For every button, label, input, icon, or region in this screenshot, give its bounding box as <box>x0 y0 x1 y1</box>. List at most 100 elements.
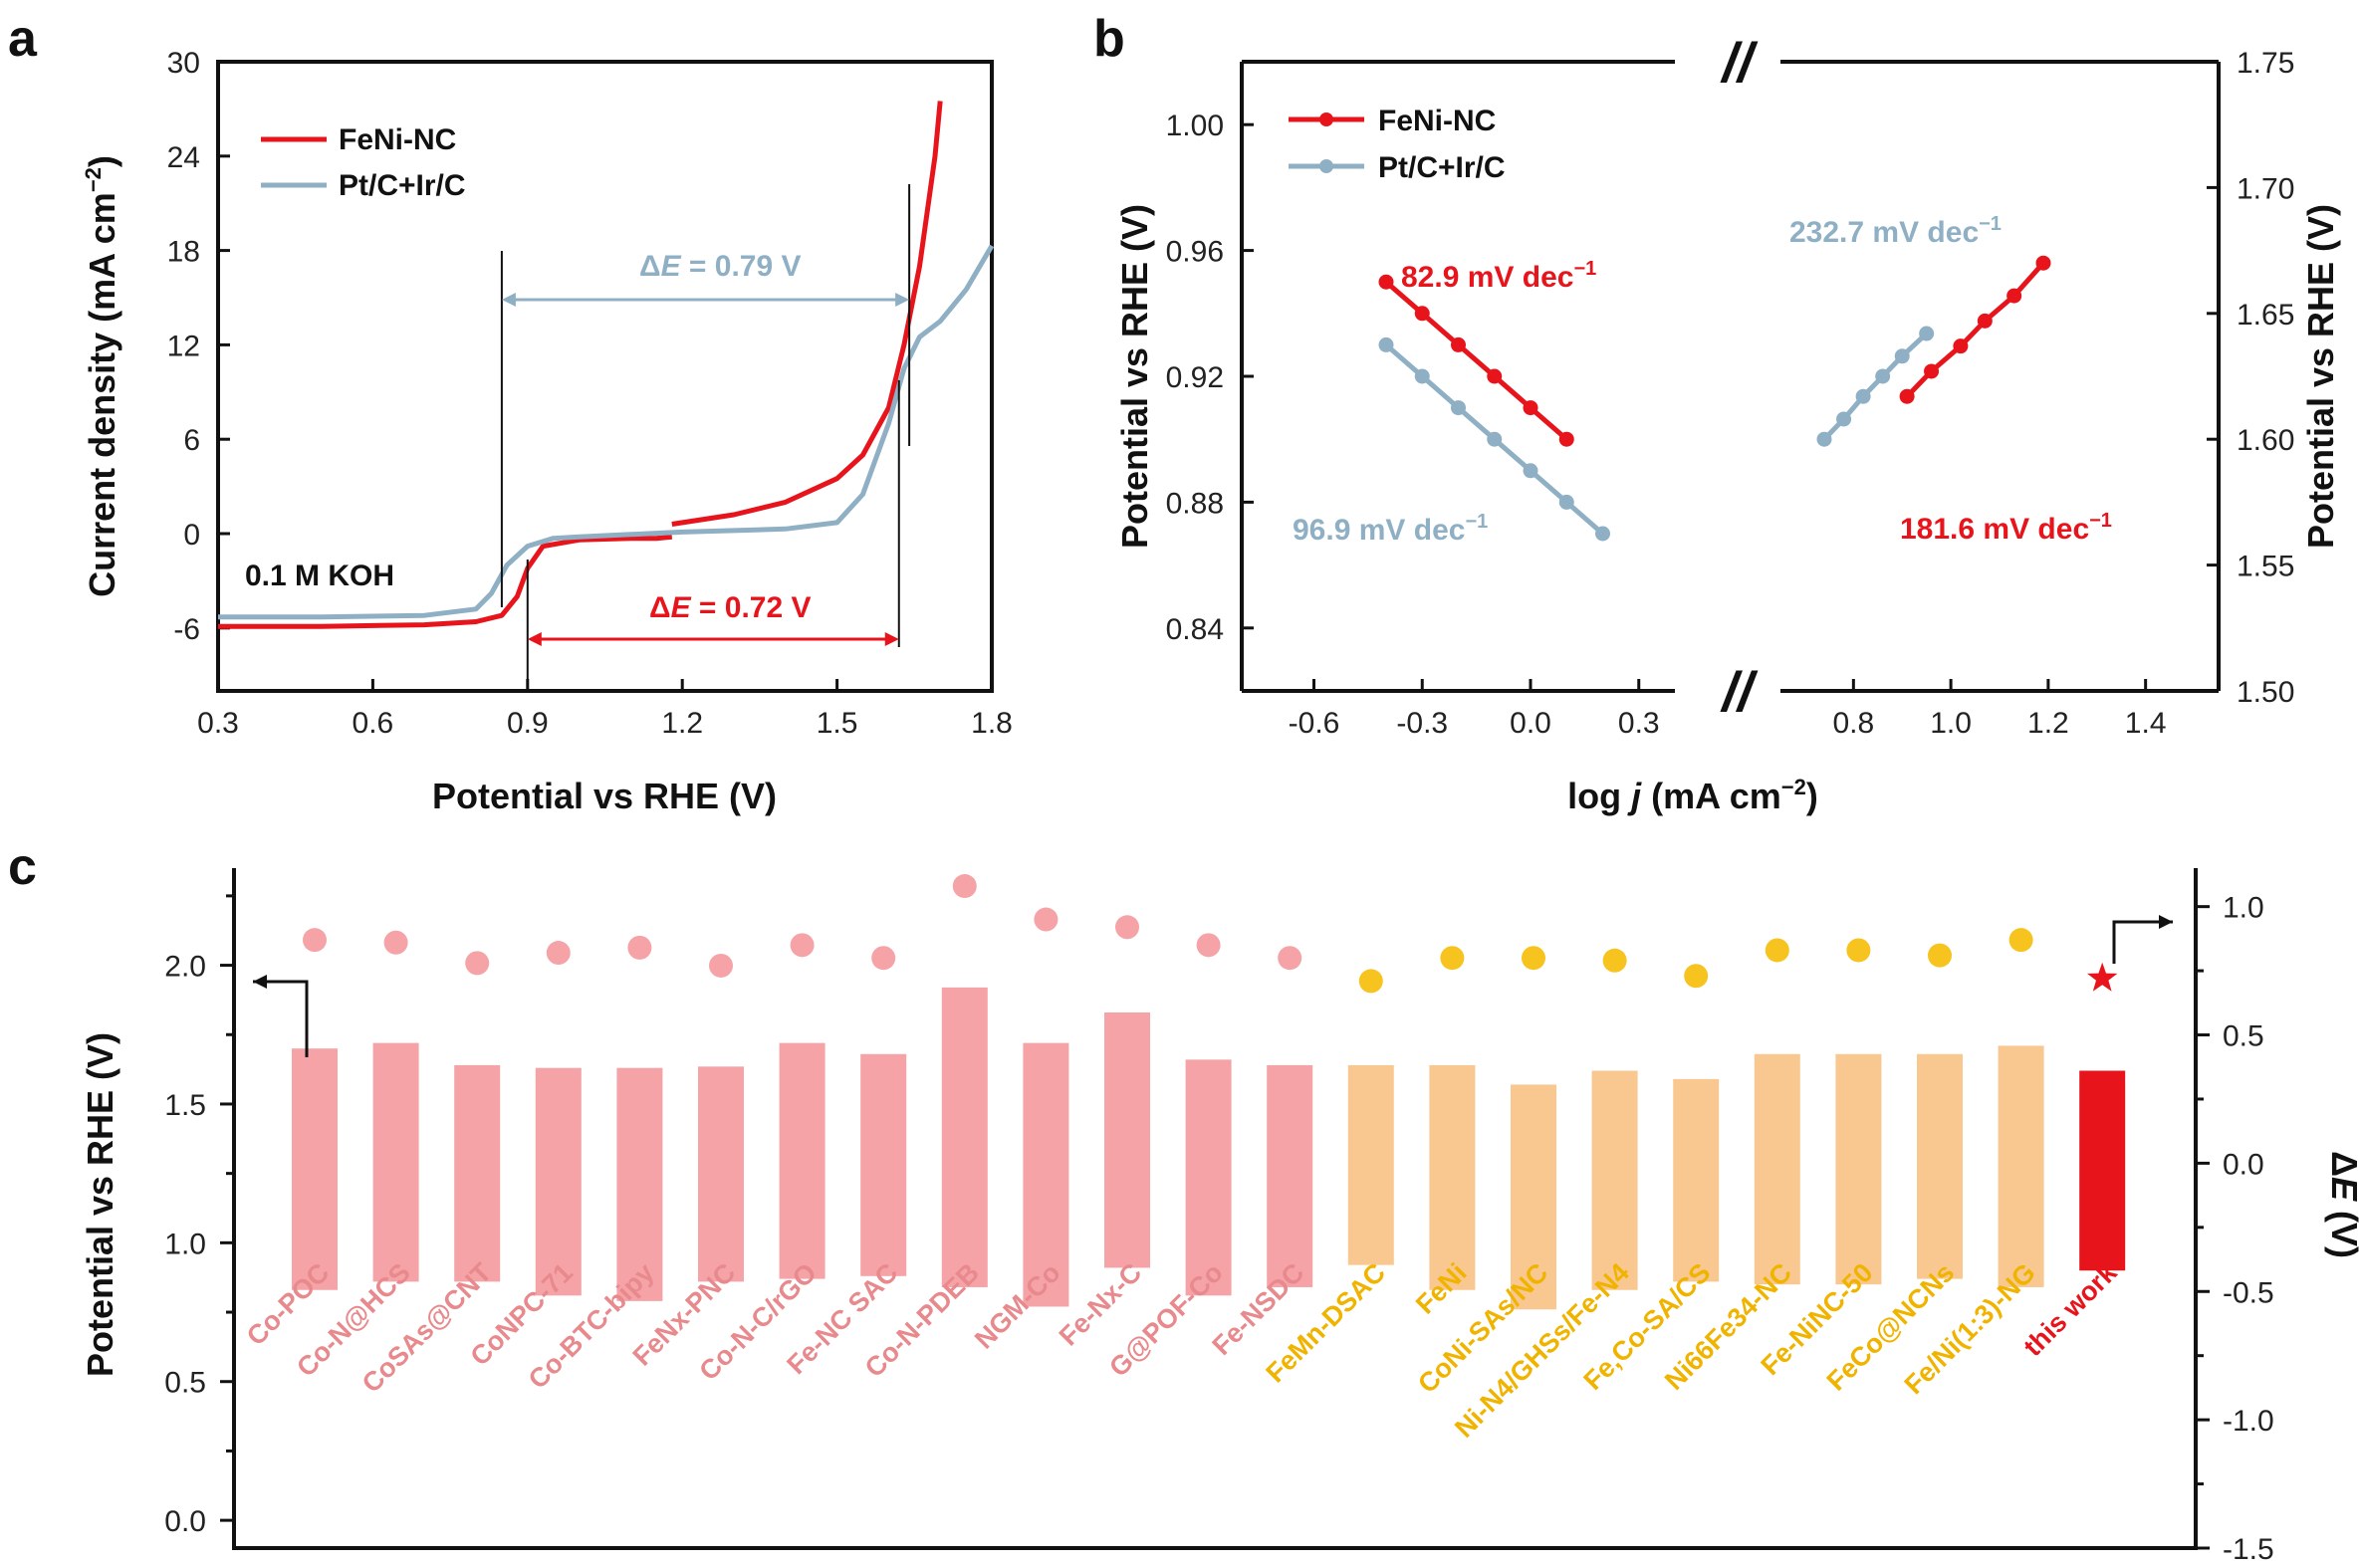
delta-e-point-NGM-Co <box>1034 907 1059 932</box>
panel-a-label: a <box>8 10 38 68</box>
panel-a-frame <box>216 60 994 693</box>
tafel-point-FeNi-NC <box>1924 363 1940 379</box>
delta-e-point-Fe-Nx-C <box>1115 915 1139 940</box>
tafel-point-Pt/C+Ir/C <box>1414 368 1430 384</box>
panel-a-ticks: 0.3 0.6 0.9 1.2 1.5 1.8 -6 0 6 12 18 24 30 <box>167 47 1013 740</box>
tafel-point-FeNi-NC <box>1953 338 1969 354</box>
curve-FeNi-NC <box>671 101 943 527</box>
c-y2-tick-label: -1.5 <box>2223 1533 2274 1566</box>
delta-e-top-label: ΔE = 0.79 V <box>639 250 802 283</box>
delta-arrowhead-bottom-left <box>527 632 542 646</box>
panel-c-category-labels: Co-POCCo-N@HCSCoSAs@CNTCoNPC-71Co-BTC-bi… <box>241 1256 2123 1443</box>
delta-e-point-FeNi <box>1440 946 1465 971</box>
delta-e-point-FeCo@NCNs <box>1928 943 1952 968</box>
delta-e-point-Ni-N4/GHSs/Fe-N4 <box>1602 948 1627 973</box>
delta-e-point-Fe-NiNC-50 <box>1846 938 1871 963</box>
panel-b-ylabel-right: Potential vs RHE (V) <box>2300 204 2341 549</box>
y-tick-label: 12 <box>167 330 200 362</box>
legend-label-ptc: Pt/C+Ir/C <box>339 169 466 202</box>
c-y-tick-label: 1.5 <box>164 1089 206 1122</box>
bar-FeNx-PNC <box>698 1066 744 1282</box>
c-y2-tick-label: -1.0 <box>2223 1405 2274 1438</box>
panel-b-xlabel: log j (mA cm−2) <box>1567 775 1818 816</box>
left-axis-arrowhead <box>253 975 267 989</box>
b-x-tick-label: -0.3 <box>1396 707 1448 740</box>
panel-b-ylabel-left: Potential vs RHE (V) <box>1114 204 1155 549</box>
panel-a-curves <box>218 101 995 629</box>
b-x-tick-label: 0.8 <box>1832 707 1874 740</box>
b-legend-marker-fenink <box>1319 112 1333 126</box>
tafel-point-Pt/C+Ir/C <box>1894 348 1910 364</box>
bar-Fe-NSDC <box>1267 1064 1313 1287</box>
delta-e-point-CoNPC-71 <box>546 941 571 966</box>
bar-FeCo@NCNs <box>1917 1053 1963 1279</box>
b-y-tick-label: 1.00 <box>1166 110 1224 142</box>
panel-c-label: c <box>8 838 37 896</box>
bar-CoNi-SAs/NC <box>1511 1084 1556 1310</box>
slope-orr-fenink: 82.9 mV dec−1 <box>1401 258 1596 294</box>
b-y2-tick-label: 1.75 <box>2237 47 2294 80</box>
tafel-point-Pt/C+Ir/C <box>1855 388 1871 404</box>
delta-e-bottom-label: ΔE = 0.72 V <box>649 591 812 624</box>
bar-Fe-NC SAC <box>860 1053 907 1276</box>
c-y-tick-label: 1.0 <box>164 1228 206 1260</box>
b-x-tick-label: -0.6 <box>1289 707 1340 740</box>
tafel-point-Pt/C+Ir/C <box>1595 526 1610 542</box>
tafel-point-Pt/C+Ir/C <box>1558 494 1574 510</box>
delta-e-point-Fe,Co-SA/CS <box>1684 964 1709 989</box>
bar-G@POF-Co <box>1185 1059 1232 1296</box>
b-y2-tick-label: 1.70 <box>2237 172 2294 205</box>
delta-arrowhead-top-right <box>895 293 910 307</box>
delta-e-point-CoSAs@CNT <box>465 951 490 976</box>
right-axis-arrowhead <box>2159 915 2173 929</box>
delta-e-point-Co-N-PDEB <box>952 874 977 899</box>
b-y2-tick-label: 1.55 <box>2237 551 2294 583</box>
tafel-point-Pt/C+Ir/C <box>1816 431 1832 447</box>
y-tick-label: 24 <box>167 141 200 174</box>
bar-CoNPC-71 <box>535 1067 582 1296</box>
panel-c-ticks: 0.0 0.5 1.0 1.5 2.0 -1.5 -1.0 -0.5 0.0 0.5 1.0 <box>164 892 2273 1566</box>
tafel-point-FeNi-NC <box>1558 431 1574 447</box>
bar-Fe,Co-SA/CS <box>1673 1078 1720 1282</box>
left-axis-arrow <box>253 980 309 1057</box>
tafel-point-Pt/C+Ir/C <box>1487 431 1503 447</box>
c-y2-tick-label: -0.5 <box>2223 1276 2274 1309</box>
b-y-tick-label: 0.92 <box>1166 361 1224 394</box>
bar-Fe/Ni(1:3)-NG <box>1998 1045 2044 1287</box>
panel-b-label: b <box>1093 10 1125 68</box>
b-y2-tick-label: 1.60 <box>2237 424 2294 457</box>
panel-a-ylabel: Current density (mA cm−2) <box>81 155 122 597</box>
delta-e-star-this work <box>2087 962 2118 992</box>
delta-e-point-Fe/Ni(1:3)-NG <box>2008 928 2033 953</box>
bar-CoSAs@CNT <box>454 1064 501 1282</box>
tafel-point-Pt/C+Ir/C <box>1836 411 1852 427</box>
x-tick-label: 1.5 <box>817 707 858 740</box>
tafel-point-FeNi-NC <box>2035 255 2051 271</box>
bar-Ni66Fe34-NC <box>1754 1053 1800 1285</box>
c-y2-tick-label: 0.5 <box>2223 1020 2264 1053</box>
tafel-point-FeNi-NC <box>1451 336 1466 352</box>
delta-arrowhead-top-left <box>501 293 516 307</box>
legend-label-fenink: FeNi-NC <box>339 123 456 156</box>
x-tick-label: 0.9 <box>507 707 549 740</box>
tafel-point-FeNi-NC <box>1487 368 1503 384</box>
slope-orr-ptc: 96.9 mV dec−1 <box>1293 511 1488 547</box>
curve-FeNi-NC <box>218 534 673 629</box>
bar-Co-POC <box>292 1048 338 1290</box>
bar-Co-N-C/rGO <box>779 1042 826 1279</box>
b-legend-label-ptc: Pt/C+Ir/C <box>1378 151 1506 184</box>
y-tick-label: -6 <box>173 613 200 646</box>
y-tick-label: 6 <box>183 424 200 457</box>
delta-e-point-FeNx-PNC <box>709 953 733 978</box>
c-y2-tick-label: 1.0 <box>2223 892 2264 925</box>
delta-e-point-Co-N@HCS <box>383 930 408 955</box>
bar-Co-BTC-bipy <box>616 1067 663 1301</box>
b-x-tick-label: 0.0 <box>1510 707 1551 740</box>
b-x-tick-label: 1.0 <box>1930 707 1972 740</box>
b-y2-tick-label: 1.50 <box>2237 676 2294 709</box>
bar-this work <box>2079 1070 2126 1271</box>
bar-FeMn-DSAC <box>1347 1064 1394 1265</box>
bar-Co-N@HCS <box>372 1042 419 1282</box>
y-tick-label: 0 <box>183 519 200 552</box>
curve-Pt/C+Ir/C <box>218 244 995 620</box>
